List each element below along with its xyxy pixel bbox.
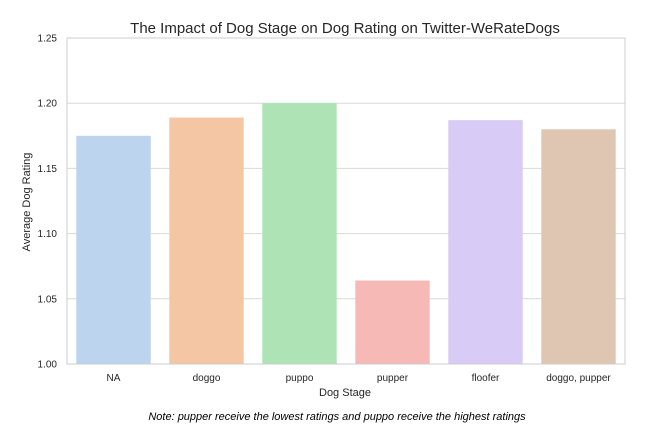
bar	[76, 135, 151, 364]
bar	[169, 117, 244, 364]
y-axis-label: Average Dog Rating	[21, 153, 33, 252]
y-tick-label: 1.20	[38, 99, 58, 110]
x-tick-label: NA	[107, 373, 121, 384]
y-tick-label: 1.05	[38, 294, 58, 305]
y-tick-label: 1.00	[38, 360, 58, 371]
bar	[541, 129, 616, 364]
x-axis-label: Dog Stage	[319, 387, 371, 399]
bar	[355, 280, 430, 364]
x-tick-label: floofer	[472, 373, 500, 384]
x-tick-label: pupper	[377, 373, 409, 384]
y-axis-ticks: 1.00 1.05 1.10 1.15 1.20 1.25	[38, 34, 58, 371]
chart-title: The Impact of Dog Stage on Dog Rating on…	[130, 20, 560, 37]
x-tick-label: puppo	[286, 373, 314, 384]
bar-layer	[76, 103, 616, 364]
plot-frame	[66, 37, 626, 365]
y-tick-label: 1.25	[38, 34, 58, 45]
y-tick-label: 1.15	[38, 164, 58, 175]
bar	[448, 120, 523, 364]
x-tick-label: doggo	[193, 373, 221, 384]
x-tick-label: doggo, pupper	[546, 373, 611, 384]
x-axis-ticks: NA doggo puppo pupper floofer doggo, pupper	[107, 373, 612, 384]
bar	[262, 103, 337, 364]
chart-note: Note: pupper receive the lowest ratings …	[148, 411, 526, 423]
y-tick-label: 1.10	[38, 229, 58, 240]
